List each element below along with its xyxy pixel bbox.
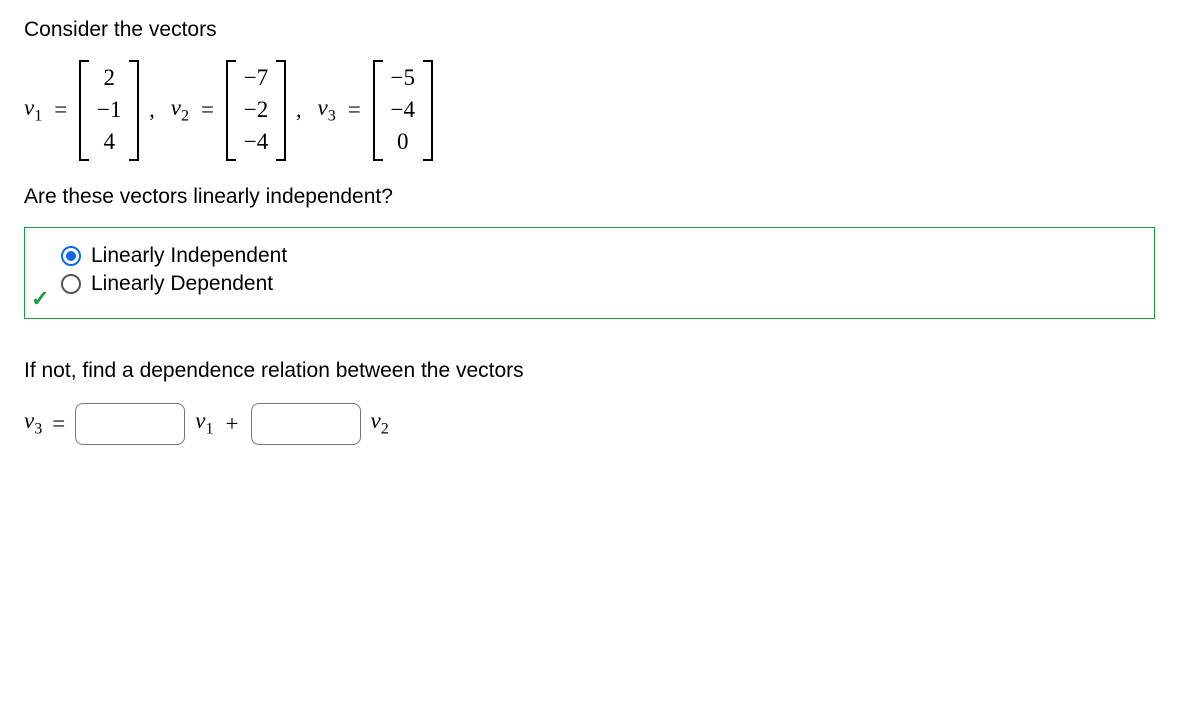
eq-sign: = [54,97,67,123]
question-text: Are these vectors linearly independent? [24,185,1155,209]
term2-sub: 2 [381,421,389,438]
eq-sign: = [52,411,65,437]
coef1-input[interactable] [75,403,185,445]
term1-sub: 1 [205,421,213,438]
v2-entry-2: −4 [242,126,270,158]
answer-box: Linearly Independent Linearly Dependent … [24,227,1155,319]
vector-v2: −7 −2 −4 [226,60,286,161]
v1-entry-2: 4 [95,126,123,158]
v2-sub: 2 [181,108,189,125]
v2-entry-1: −2 [242,94,270,126]
lhs-label: v [24,408,34,433]
checkmark-icon: ✓ [31,286,49,312]
term2-label: v [371,408,381,433]
option-dependent[interactable]: Linearly Dependent [61,272,1118,296]
radio-icon[interactable] [61,274,81,294]
v2-entry-0: −7 [242,62,270,94]
option-label: Linearly Dependent [91,272,273,296]
vector-v3: −5 −4 0 [373,60,433,161]
vectors-display: v1 = 2 −1 4 , v2 = −7 −2 −4 , v3 = −5 −4… [24,60,1155,161]
followup-text: If not, find a dependence relation betwe… [24,359,1155,383]
option-label: Linearly Independent [91,244,287,268]
v1-label: v [24,95,34,120]
v3-sub: 3 [328,108,336,125]
v3-entry-0: −5 [389,62,417,94]
option-independent[interactable]: Linearly Independent [61,244,1118,268]
eq-sign: = [201,97,214,123]
vector-v1: 2 −1 4 [79,60,139,161]
prompt-text: Consider the vectors [24,18,1155,42]
comma: , [296,97,302,123]
v2-label: v [171,95,181,120]
v3-label: v [318,95,328,120]
v1-sub: 1 [34,108,42,125]
coef2-input[interactable] [251,403,361,445]
radio-icon[interactable] [61,246,81,266]
comma: , [149,97,155,123]
eq-sign: = [348,97,361,123]
v3-entry-1: −4 [389,94,417,126]
v3-entry-2: 0 [389,126,417,158]
term1-label: v [195,408,205,433]
dependence-relation: v3 = v1 + v2 [24,403,1155,445]
v1-entry-0: 2 [95,62,123,94]
v1-entry-1: −1 [95,94,123,126]
lhs-sub: 3 [34,421,42,438]
plus-sign: + [226,411,239,437]
